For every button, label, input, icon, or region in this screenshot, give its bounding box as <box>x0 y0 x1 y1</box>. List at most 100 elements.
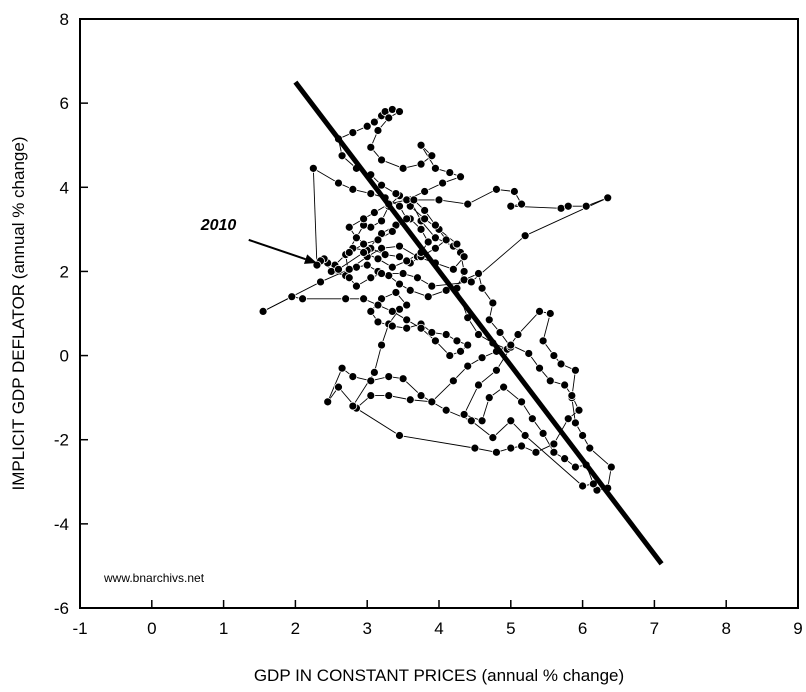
data-point <box>517 199 526 209</box>
data-point <box>402 323 412 333</box>
data-point <box>459 267 469 276</box>
data-point <box>352 262 361 272</box>
series-segment <box>373 344 382 373</box>
data-point <box>405 395 415 405</box>
data-point <box>434 195 444 205</box>
series-segment <box>524 435 583 487</box>
data-point <box>348 372 358 382</box>
data-point <box>323 397 333 407</box>
data-point <box>438 178 447 188</box>
data-point <box>344 264 354 274</box>
data-point <box>441 285 451 295</box>
data-point <box>466 416 476 426</box>
data-point <box>578 431 587 440</box>
data-point <box>402 256 412 266</box>
data-point <box>563 201 573 211</box>
x-tick-label: 2 <box>291 619 300 638</box>
data-point <box>477 353 487 363</box>
y-tick-label: -4 <box>54 515 69 534</box>
data-point <box>387 105 397 114</box>
data-point <box>387 227 397 236</box>
data-point <box>427 151 437 161</box>
data-point <box>369 367 379 377</box>
data-point <box>474 269 483 278</box>
data-point <box>402 315 412 325</box>
data-point <box>459 410 469 419</box>
data-point <box>413 273 422 283</box>
data-point <box>369 117 379 127</box>
data-point <box>488 298 498 308</box>
data-point <box>531 447 541 457</box>
data-point <box>366 189 376 198</box>
data-point <box>377 180 386 190</box>
data-point <box>520 231 530 241</box>
data-point <box>377 269 386 278</box>
y-tick-label: 6 <box>60 94 69 113</box>
data-point <box>359 239 369 249</box>
data-point <box>556 359 566 369</box>
data-point <box>402 214 412 224</box>
data-point <box>463 340 473 350</box>
data-point <box>373 317 383 327</box>
data-point <box>495 328 505 337</box>
data-point <box>348 128 358 137</box>
data-point <box>416 159 426 169</box>
data-point <box>416 224 426 234</box>
data-point <box>535 306 544 316</box>
data-point <box>384 391 394 400</box>
data-point <box>445 168 455 177</box>
data-point <box>556 203 566 213</box>
data-point <box>506 443 516 453</box>
series-segment <box>446 409 472 422</box>
data-point <box>352 281 361 291</box>
data-point <box>581 201 591 211</box>
data-point <box>337 151 347 161</box>
data-point <box>427 281 437 291</box>
data-point <box>398 163 408 173</box>
data-point <box>509 187 519 196</box>
data-point <box>456 172 465 182</box>
data-point <box>463 199 473 209</box>
data-point <box>344 273 354 283</box>
series-segment <box>471 420 494 438</box>
data-point <box>560 380 570 390</box>
y-axis-title: IMPLICIT GDP DEFLATOR (annual % change) <box>9 137 28 491</box>
data-point <box>431 163 440 173</box>
data-point <box>334 382 343 392</box>
data-point <box>492 365 501 375</box>
data-point <box>517 397 526 407</box>
data-point <box>344 248 354 257</box>
data-point <box>366 273 376 283</box>
data-point <box>571 462 580 472</box>
data-point <box>362 121 372 131</box>
data-point <box>459 275 469 285</box>
data-point <box>452 336 462 346</box>
data-point <box>362 260 372 270</box>
data-point <box>258 306 268 316</box>
data-point <box>377 216 386 226</box>
data-point <box>445 351 455 360</box>
data-point <box>366 391 376 400</box>
data-point <box>492 447 501 457</box>
x-tick-label: 0 <box>147 619 156 638</box>
series-segment <box>313 167 339 184</box>
x-tick-label: 3 <box>362 619 371 638</box>
data-point <box>448 264 458 274</box>
data-point <box>416 140 426 150</box>
y-axis-tick-labels: -6 -4 -2 0 2 4 6 8 <box>54 10 69 618</box>
data-point <box>287 292 297 302</box>
data-point <box>431 233 440 243</box>
data-point <box>308 163 318 173</box>
data-point <box>431 336 440 346</box>
axis-ticks <box>79 18 799 609</box>
series-segment <box>399 435 475 449</box>
data-point <box>427 397 437 407</box>
series-segment <box>312 168 318 266</box>
data-point <box>359 294 369 304</box>
data-point <box>348 184 358 194</box>
series-segment <box>467 188 497 205</box>
series-segment <box>524 197 608 237</box>
data-point <box>441 405 451 415</box>
